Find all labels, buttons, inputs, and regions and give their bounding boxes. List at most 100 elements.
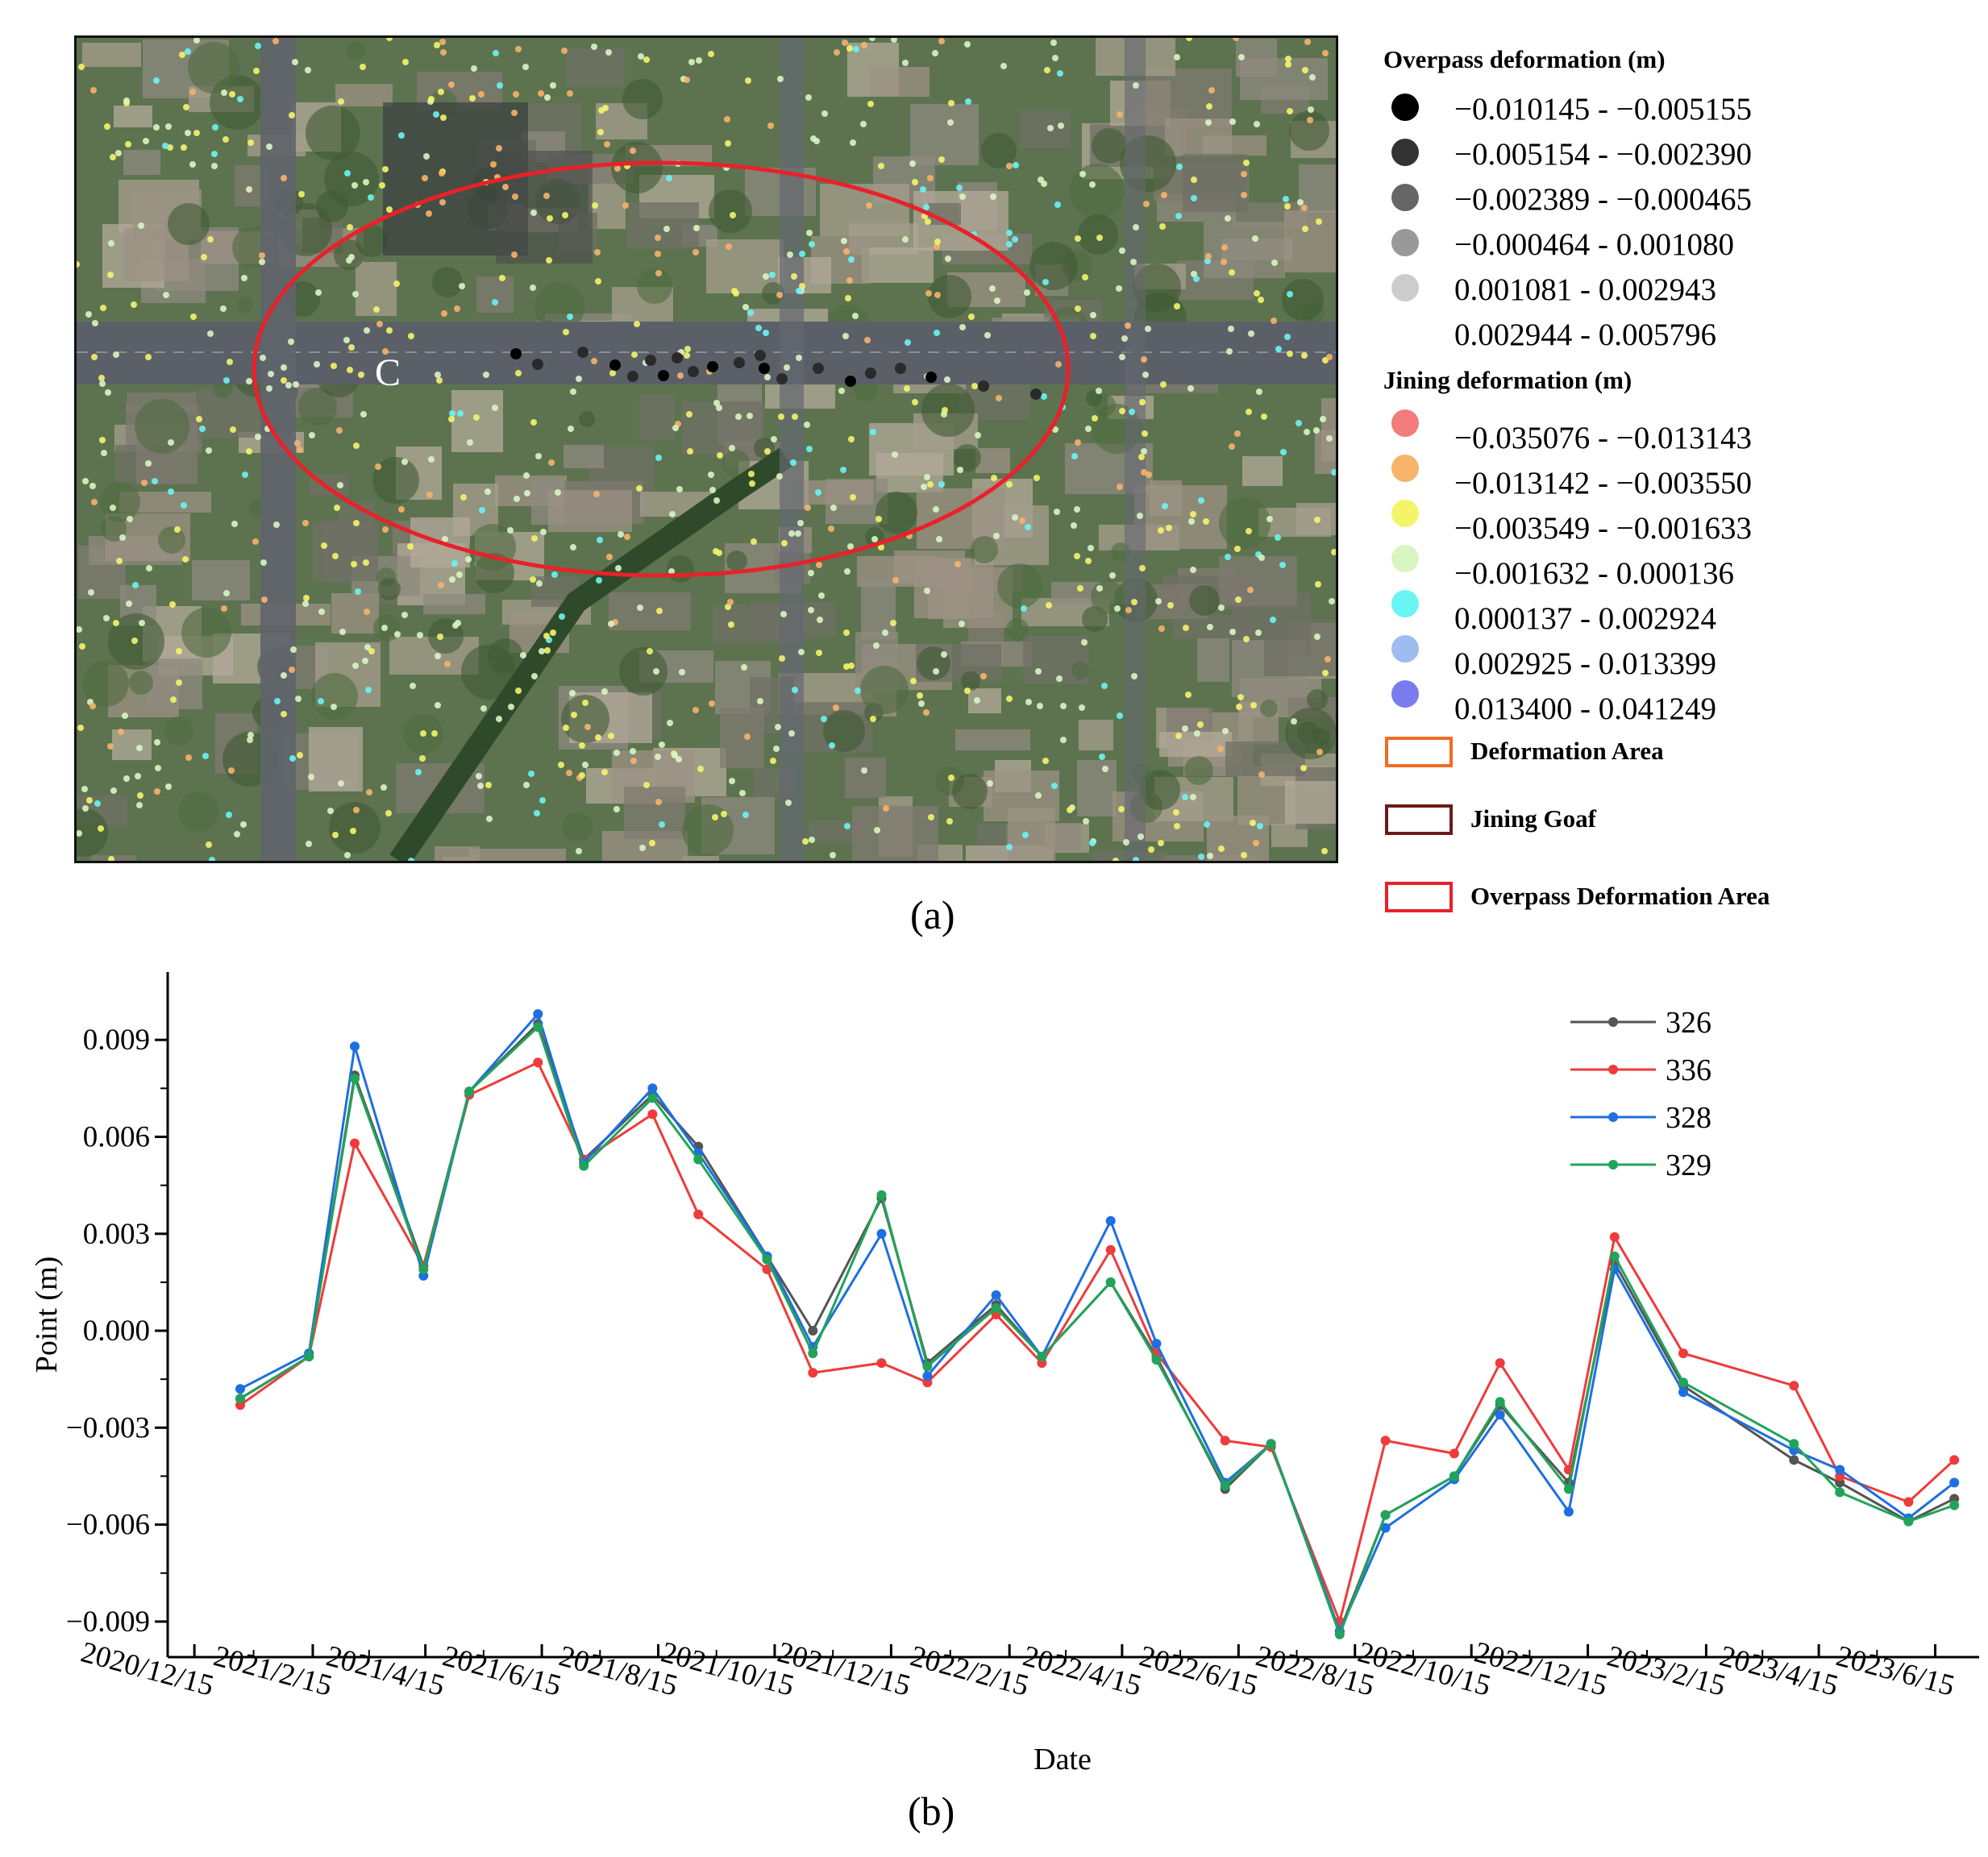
legend-swatch-dot-icon: [1391, 184, 1419, 211]
data-point: [1563, 1506, 1574, 1517]
legend-swatch-dot-icon: [1391, 635, 1419, 663]
legend-area-box-icon: [1385, 882, 1453, 912]
legend-item-label: 0.000137 - 0.002924: [1454, 601, 1716, 636]
data-point: [1789, 1381, 1799, 1391]
panel-label-b: (b): [908, 1788, 955, 1834]
data-point: [1678, 1387, 1688, 1398]
legend-area-box-icon: [1385, 737, 1453, 767]
data-point: [1380, 1510, 1391, 1520]
data-point: [579, 1161, 589, 1171]
legend-swatch-dot-icon: [1391, 500, 1419, 527]
legend-swatch-dot-icon: [1391, 455, 1419, 482]
legend-marker-icon: [1608, 1160, 1618, 1169]
data-point: [1789, 1455, 1799, 1465]
y-tick-label: −0.009: [66, 1606, 150, 1639]
legend-label: 328: [1666, 1101, 1711, 1135]
y-tick-label: −0.003: [66, 1411, 150, 1444]
data-point: [1495, 1397, 1505, 1407]
data-point: [876, 1228, 887, 1239]
data-point: [1609, 1232, 1620, 1242]
legend-swatch-dot-icon: [1391, 590, 1419, 617]
data-point: [1949, 1500, 1960, 1510]
legend-marker-icon: [1608, 1017, 1618, 1027]
data-point: [1380, 1435, 1391, 1446]
y-axis-ticks: −0.009 −0.006 −0.003 0.000 0.003 0.006 0.009: [66, 1024, 168, 1639]
x-tick-label: 2022/12/15: [1470, 1635, 1610, 1702]
deformation-map: C: [74, 35, 1338, 863]
data-point: [1037, 1352, 1047, 1362]
data-point: [533, 1057, 543, 1068]
overpass-deformation-points: [510, 347, 1042, 400]
panel-label-a: (a): [910, 892, 955, 937]
x-tick-label: 2023/4/15: [1716, 1639, 1842, 1702]
data-point: [922, 1371, 933, 1381]
data-point: [235, 1394, 245, 1404]
x-tick-label: 2021/6/15: [439, 1639, 565, 1702]
legend-swatch-dot-icon: [1391, 93, 1419, 121]
data-point: [1789, 1439, 1799, 1449]
data-point: [418, 1264, 429, 1274]
data-point: [1678, 1377, 1688, 1388]
y-axis-title: Point (m): [30, 1257, 64, 1373]
legend-item-label: −0.001632 - 0.000136: [1454, 556, 1734, 591]
x-axis-title: Date: [1034, 1743, 1092, 1776]
data-point: [876, 1190, 887, 1200]
x-tick-label: 2021/10/15: [658, 1635, 797, 1702]
data-point: [808, 1326, 818, 1336]
data-point: [1380, 1523, 1391, 1533]
data-point: [1903, 1516, 1914, 1527]
legend-area-label: Overpass Deformation Area: [1470, 882, 1770, 910]
series-329: [235, 1022, 1960, 1639]
data-point: [762, 1254, 772, 1265]
map-marker-label: C: [375, 351, 401, 394]
data-point: [1220, 1435, 1230, 1446]
series-line-328: [239, 1012, 1956, 1635]
legend-item-label: −0.035076 - −0.013143: [1454, 421, 1752, 455]
data-point: [693, 1154, 704, 1165]
data-point: [1449, 1471, 1459, 1481]
data-point: [350, 1138, 360, 1149]
legend-item-label: 0.001081 - 0.002943: [1454, 272, 1716, 307]
legend-swatch-dot-icon: [1391, 274, 1419, 301]
x-tick-label: 2021/4/15: [322, 1639, 448, 1702]
data-point: [1609, 1251, 1620, 1261]
legend-label: 336: [1666, 1053, 1711, 1087]
data-point: [876, 1358, 887, 1369]
data-point: [1105, 1244, 1116, 1255]
x-tick-label: 2023/6/15: [1832, 1639, 1958, 1702]
x-tick-label: 2021/2/15: [210, 1639, 336, 1702]
data-point: [464, 1086, 475, 1097]
chart-legend: 326 336 328 329: [1570, 1006, 1711, 1182]
legend-item-label: −0.005154 - −0.002390: [1454, 137, 1752, 172]
data-point: [1105, 1277, 1116, 1287]
data-point: [991, 1303, 1001, 1313]
data-point: [647, 1093, 658, 1103]
data-point: [1105, 1215, 1116, 1226]
legend-marker-icon: [1608, 1112, 1618, 1122]
data-point: [693, 1209, 704, 1219]
data-point: [1495, 1358, 1505, 1369]
x-tick-label: 2023/2/15: [1603, 1639, 1729, 1702]
y-tick-label: −0.006: [66, 1509, 150, 1542]
data-point: [350, 1041, 360, 1052]
data-point: [808, 1348, 818, 1359]
legend-swatch-dot-icon: [1391, 409, 1419, 437]
data-point: [991, 1290, 1001, 1300]
map-legend: Overpass deformation (m) −0.010145 - −0.0…: [1383, 39, 1980, 925]
x-tick-label: 2020/12/15: [77, 1635, 217, 1702]
deformation-points: [77, 38, 1336, 861]
x-tick-label: 2021/12/15: [774, 1635, 913, 1702]
series-line-336: [239, 1061, 1956, 1626]
data-point: [1266, 1439, 1276, 1449]
data-point: [235, 1384, 245, 1394]
data-point: [647, 1109, 658, 1120]
data-point: [1678, 1348, 1688, 1359]
legend-area-label: Jining Goaf: [1470, 804, 1596, 833]
legend-item-label: −0.002389 - −0.000465: [1454, 182, 1752, 217]
data-point: [1949, 1455, 1960, 1465]
series-line-329: [239, 1024, 1955, 1639]
legend-item-label: −0.013142 - −0.003550: [1454, 466, 1752, 501]
data-point: [304, 1352, 314, 1362]
data-point: [1151, 1355, 1162, 1365]
legend-marker-icon: [1608, 1065, 1618, 1074]
